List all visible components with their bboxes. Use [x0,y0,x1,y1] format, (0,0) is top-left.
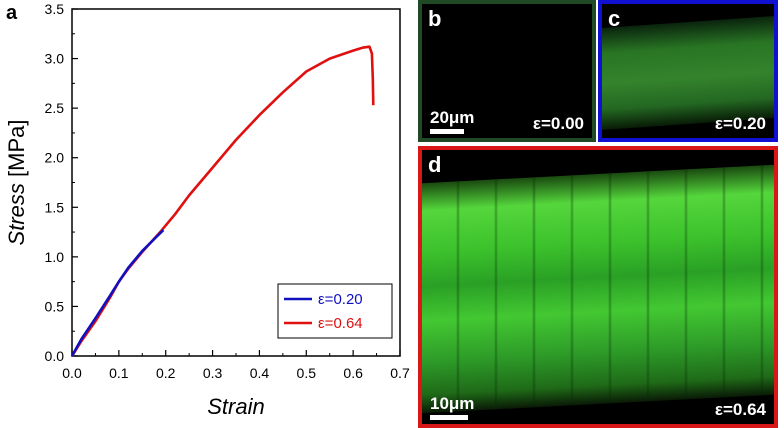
panel-c-strain-label: ε=0.20 [714,114,766,133]
tissue-region-c [602,15,774,131]
y-tick-label: 3.5 [45,1,65,17]
panel-d-strain-label: ε=0.64 [714,400,766,419]
y-tick-label: 3.0 [45,51,65,67]
panel-a-letter: a [6,2,18,24]
y-tick-label: 0.5 [45,298,65,314]
scale-bar-b: 20μm [430,108,474,134]
x-axis-label: Strain [207,394,264,419]
y-tick-label: 2.0 [45,150,65,166]
series-line-1 [70,229,165,357]
x-tick-label: 0.6 [343,365,363,381]
y-tick-label: 2.5 [45,100,65,116]
x-tick-label: 0.7 [390,365,410,381]
scale-bar-b-line [430,129,464,134]
y-tick-label: 1.5 [45,199,65,215]
scale-bar-d-line [430,415,468,420]
x-tick-label: 0.1 [109,365,129,381]
panel-b-strain-label: ε=0.00 [532,114,584,133]
tissue-region-d [422,164,774,414]
chart-series [70,45,375,357]
legend-label: ε=0.64 [318,315,363,332]
chart-legend: ε=0.20 ε=0.64 [277,283,393,339]
micrograph-panel-c: c ε=0.20 [598,0,778,142]
scale-bar-d-label: 10μm [430,394,475,413]
chart-axes: 0.0 0.1 0.2 0.3 0.4 0.5 0.6 0.7 0.0 0.5 1.0 1.5 2.0 2… [4,1,410,419]
x-tick-label: 0.0 [62,365,82,381]
x-tick-label: 0.3 [203,365,223,381]
legend-box [277,283,393,339]
stress-strain-chart: 0.0 0.1 0.2 0.3 0.4 0.5 0.6 0.7 0.0 0.5 1.0 1.5 2.0 2… [4,1,410,419]
x-tick-label: 0.2 [156,365,176,381]
x-tick-label: 0.4 [250,365,270,381]
y-axis-label: Stress [MPa] [4,120,29,246]
panel-c-letter: c [608,6,621,31]
micrograph-panel-d: d 10μm ε=0.64 [418,146,778,428]
y-tick-label: 0.0 [45,348,65,364]
legend-label: ε=0.20 [318,291,363,308]
panel-b-letter: b [428,6,442,31]
scale-bar-b-label: 20μm [430,108,475,127]
micrograph-panel-b: b 20μm ε=0.00 [418,0,596,142]
scale-bar-d: 10μm [430,394,474,420]
y-tick-label: 1.0 [45,249,65,265]
x-tick-label: 0.5 [297,365,317,381]
panel-d-letter: d [428,152,442,177]
